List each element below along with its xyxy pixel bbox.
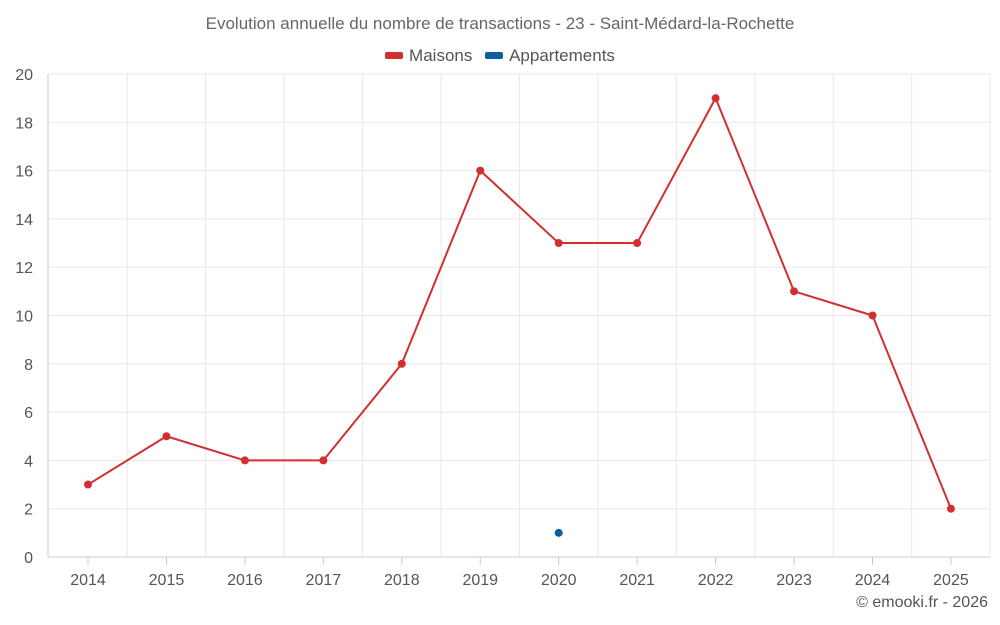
y-tick-label: 6 xyxy=(24,405,33,422)
y-tick-label: 18 xyxy=(15,115,33,132)
data-point-maisons-2022[interactable] xyxy=(711,94,720,103)
series-line-maisons xyxy=(87,97,952,510)
x-tick-label: 2014 xyxy=(70,572,106,589)
x-tick-label: 2019 xyxy=(462,572,498,589)
data-point-maisons-2021[interactable] xyxy=(633,239,642,248)
y-tick-label: 10 xyxy=(15,309,33,326)
data-point-maisons-2019[interactable] xyxy=(476,166,485,175)
legend-label-maisons: Maisons xyxy=(409,45,473,65)
y-tick-label: 16 xyxy=(15,164,33,181)
data-point-maisons-2016[interactable] xyxy=(240,456,249,465)
tick-labels: 0 2 4 6 8 10 12 14 16 18 20 2014 2015 2016 2017 2018 201… xyxy=(15,67,969,589)
data-point-maisons-2023[interactable] xyxy=(790,287,799,296)
data-point-maisons-2017[interactable] xyxy=(319,456,328,465)
x-tick-label: 2015 xyxy=(149,572,185,589)
x-tick-label: 2023 xyxy=(776,572,812,589)
x-tick-label: 2021 xyxy=(619,572,655,589)
legend-swatch-appartements xyxy=(485,52,504,59)
data-point-maisons-2018[interactable] xyxy=(397,359,406,368)
y-tick-label: 20 xyxy=(15,67,33,84)
x-tick-label: 2024 xyxy=(855,572,891,589)
y-tick-label: 4 xyxy=(24,453,33,470)
data-point-maisons-2024[interactable] xyxy=(868,311,877,320)
x-tick-label: 2025 xyxy=(933,572,969,589)
legend-label-appartements: Appartements xyxy=(509,45,615,65)
x-tick-label: 2018 xyxy=(384,572,420,589)
data-point-maisons-2020[interactable] xyxy=(554,239,563,248)
x-tick-label: 2016 xyxy=(227,572,263,589)
series xyxy=(84,94,955,537)
x-tick-label: 2020 xyxy=(541,572,577,589)
y-tick-label: 0 xyxy=(24,550,33,567)
legend-item-maisons[interactable]: Maisons xyxy=(385,46,472,66)
grid xyxy=(47,73,991,557)
legend-swatch-maisons xyxy=(385,52,404,59)
axes xyxy=(47,74,990,565)
x-tick-label: 2017 xyxy=(306,572,342,589)
y-tick-label: 2 xyxy=(24,502,33,519)
data-point-maisons-2014[interactable] xyxy=(84,480,92,489)
legend: Maisons Appartements xyxy=(0,44,1000,66)
copyright-text: © emooki.fr - 2026 xyxy=(856,594,988,611)
y-tick-label: 14 xyxy=(15,212,33,229)
x-tick-label: 2022 xyxy=(698,572,734,589)
data-point-appartements-2020[interactable] xyxy=(554,528,563,537)
y-tick-label: 8 xyxy=(24,357,33,374)
legend-item-appartements[interactable]: Appartements xyxy=(485,46,615,66)
chart-title: Evolution annuelle du nombre de transact… xyxy=(205,14,795,33)
y-tick-label: 12 xyxy=(15,260,33,277)
data-point-maisons-2025[interactable] xyxy=(946,504,955,513)
data-point-maisons-2015[interactable] xyxy=(162,432,171,441)
